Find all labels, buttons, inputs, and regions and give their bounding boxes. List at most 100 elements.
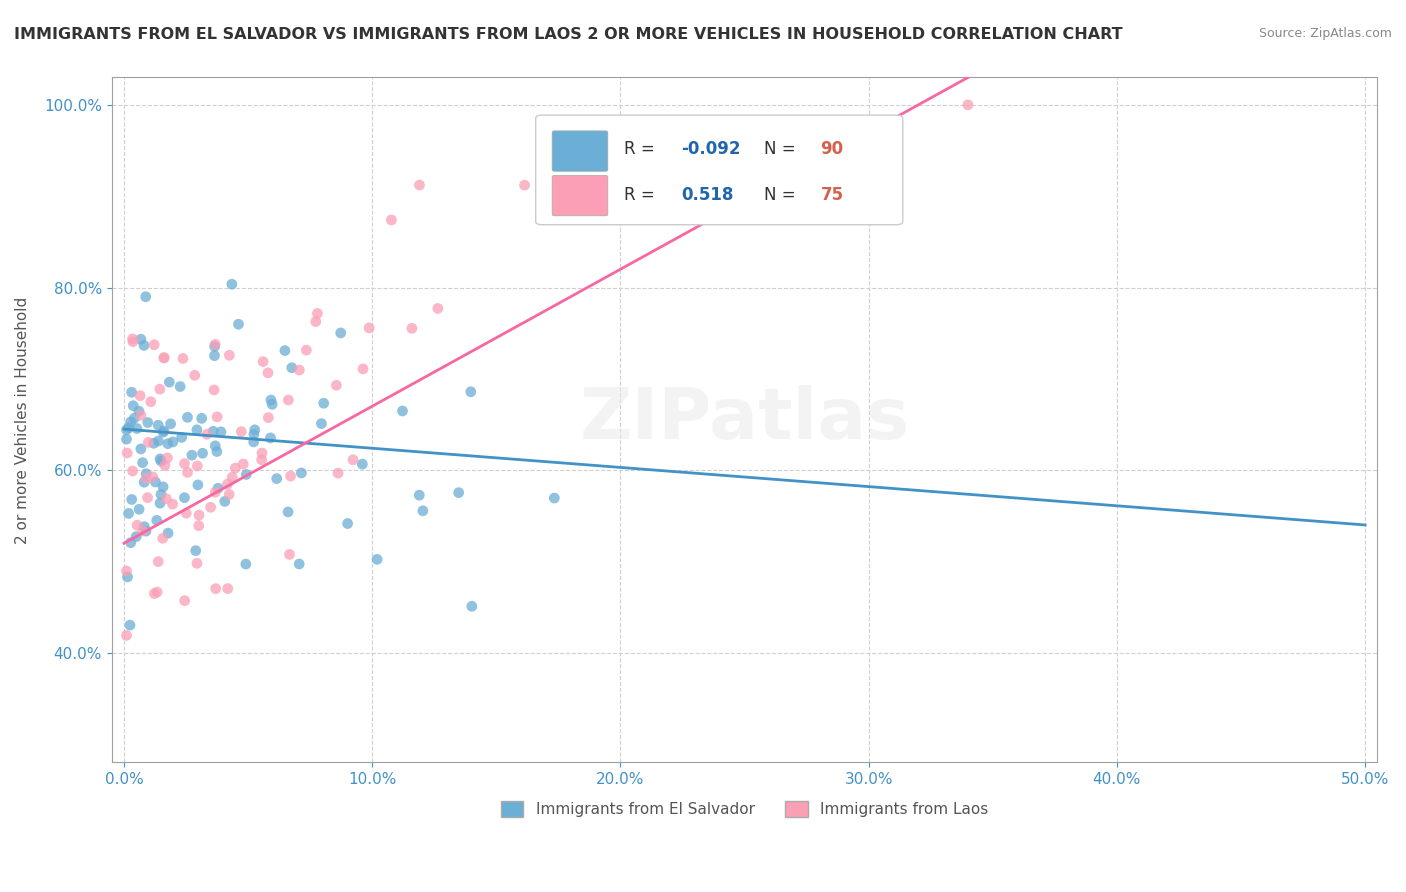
Point — [153, 424, 176, 438]
Point — [157, 375, 180, 389]
Point — [218, 348, 240, 362]
Legend: Immigrants from El Salvador, Immigrants from Laos: Immigrants from El Salvador, Immigrants … — [495, 795, 994, 823]
Point — [155, 491, 177, 506]
Point — [173, 593, 195, 607]
Point — [145, 475, 167, 489]
Point — [149, 496, 172, 510]
Point — [132, 338, 155, 352]
Point — [176, 466, 198, 480]
Point — [131, 456, 153, 470]
Point — [173, 457, 195, 471]
Point — [135, 467, 157, 481]
Point — [408, 488, 430, 502]
Point — [214, 494, 236, 508]
Point — [142, 470, 165, 484]
Point — [150, 454, 173, 468]
Point — [204, 439, 226, 453]
Point — [252, 354, 274, 368]
Point — [228, 317, 250, 331]
Text: N =: N = — [763, 140, 800, 159]
Point — [209, 425, 232, 439]
Point — [117, 507, 139, 521]
Point — [136, 491, 159, 505]
Point — [217, 582, 239, 596]
Point — [152, 480, 174, 494]
Point — [232, 457, 254, 471]
Point — [513, 178, 536, 193]
Point — [153, 351, 176, 365]
Point — [152, 531, 174, 545]
Point — [218, 487, 240, 501]
Point — [412, 504, 434, 518]
Text: N =: N = — [763, 186, 800, 204]
Point — [186, 458, 208, 473]
Point — [122, 334, 145, 349]
Point — [204, 582, 226, 596]
Point — [148, 555, 170, 569]
Point — [145, 513, 167, 527]
Point — [120, 415, 142, 429]
Point — [336, 516, 359, 531]
Point — [125, 530, 148, 544]
Text: R =: R = — [624, 140, 661, 159]
Point — [186, 557, 208, 571]
Point — [186, 423, 208, 437]
Point — [231, 425, 253, 439]
Point — [295, 343, 318, 358]
Point — [277, 392, 299, 407]
Point — [235, 557, 257, 571]
Point — [221, 470, 243, 484]
Point — [135, 524, 157, 538]
Point — [329, 326, 352, 340]
Point — [204, 339, 226, 353]
Point — [207, 481, 229, 495]
Point — [117, 570, 139, 584]
Point — [156, 436, 179, 450]
Point — [307, 306, 329, 320]
Point — [127, 518, 149, 533]
Point — [159, 417, 181, 431]
Point — [143, 338, 166, 352]
Point — [153, 458, 176, 473]
Point — [120, 535, 142, 549]
Text: -0.092: -0.092 — [682, 140, 741, 159]
Point — [221, 277, 243, 292]
FancyBboxPatch shape — [553, 176, 607, 216]
Point — [121, 492, 143, 507]
Text: 0.518: 0.518 — [682, 186, 734, 204]
Point — [366, 552, 388, 566]
Point — [118, 420, 141, 434]
Point — [281, 360, 304, 375]
Point — [391, 404, 413, 418]
Text: ZIPatlas: ZIPatlas — [579, 385, 910, 454]
Point — [148, 434, 170, 448]
Point — [136, 435, 159, 450]
Text: Source: ZipAtlas.com: Source: ZipAtlas.com — [1258, 27, 1392, 40]
Point — [115, 423, 138, 437]
Point — [115, 432, 138, 446]
Point — [173, 491, 195, 505]
Point — [143, 586, 166, 600]
Point — [184, 543, 207, 558]
Point — [305, 314, 328, 328]
Text: IMMIGRANTS FROM EL SALVADOR VS IMMIGRANTS FROM LAOS 2 OR MORE VEHICLES IN HOUSEH: IMMIGRANTS FROM EL SALVADOR VS IMMIGRANT… — [14, 27, 1122, 42]
Point — [150, 487, 173, 501]
Point — [956, 98, 979, 112]
Point — [156, 450, 179, 465]
Point — [135, 471, 157, 485]
Point — [352, 457, 374, 471]
Point — [115, 564, 138, 578]
Point — [326, 466, 349, 480]
Point — [426, 301, 449, 316]
Point — [139, 394, 162, 409]
Point — [401, 321, 423, 335]
Point — [204, 485, 226, 500]
Point — [447, 485, 470, 500]
Point — [148, 418, 170, 433]
Point — [129, 442, 152, 456]
Point — [288, 363, 311, 377]
Point — [224, 461, 246, 475]
Point — [149, 451, 172, 466]
Point — [152, 425, 174, 439]
Point — [121, 464, 143, 478]
